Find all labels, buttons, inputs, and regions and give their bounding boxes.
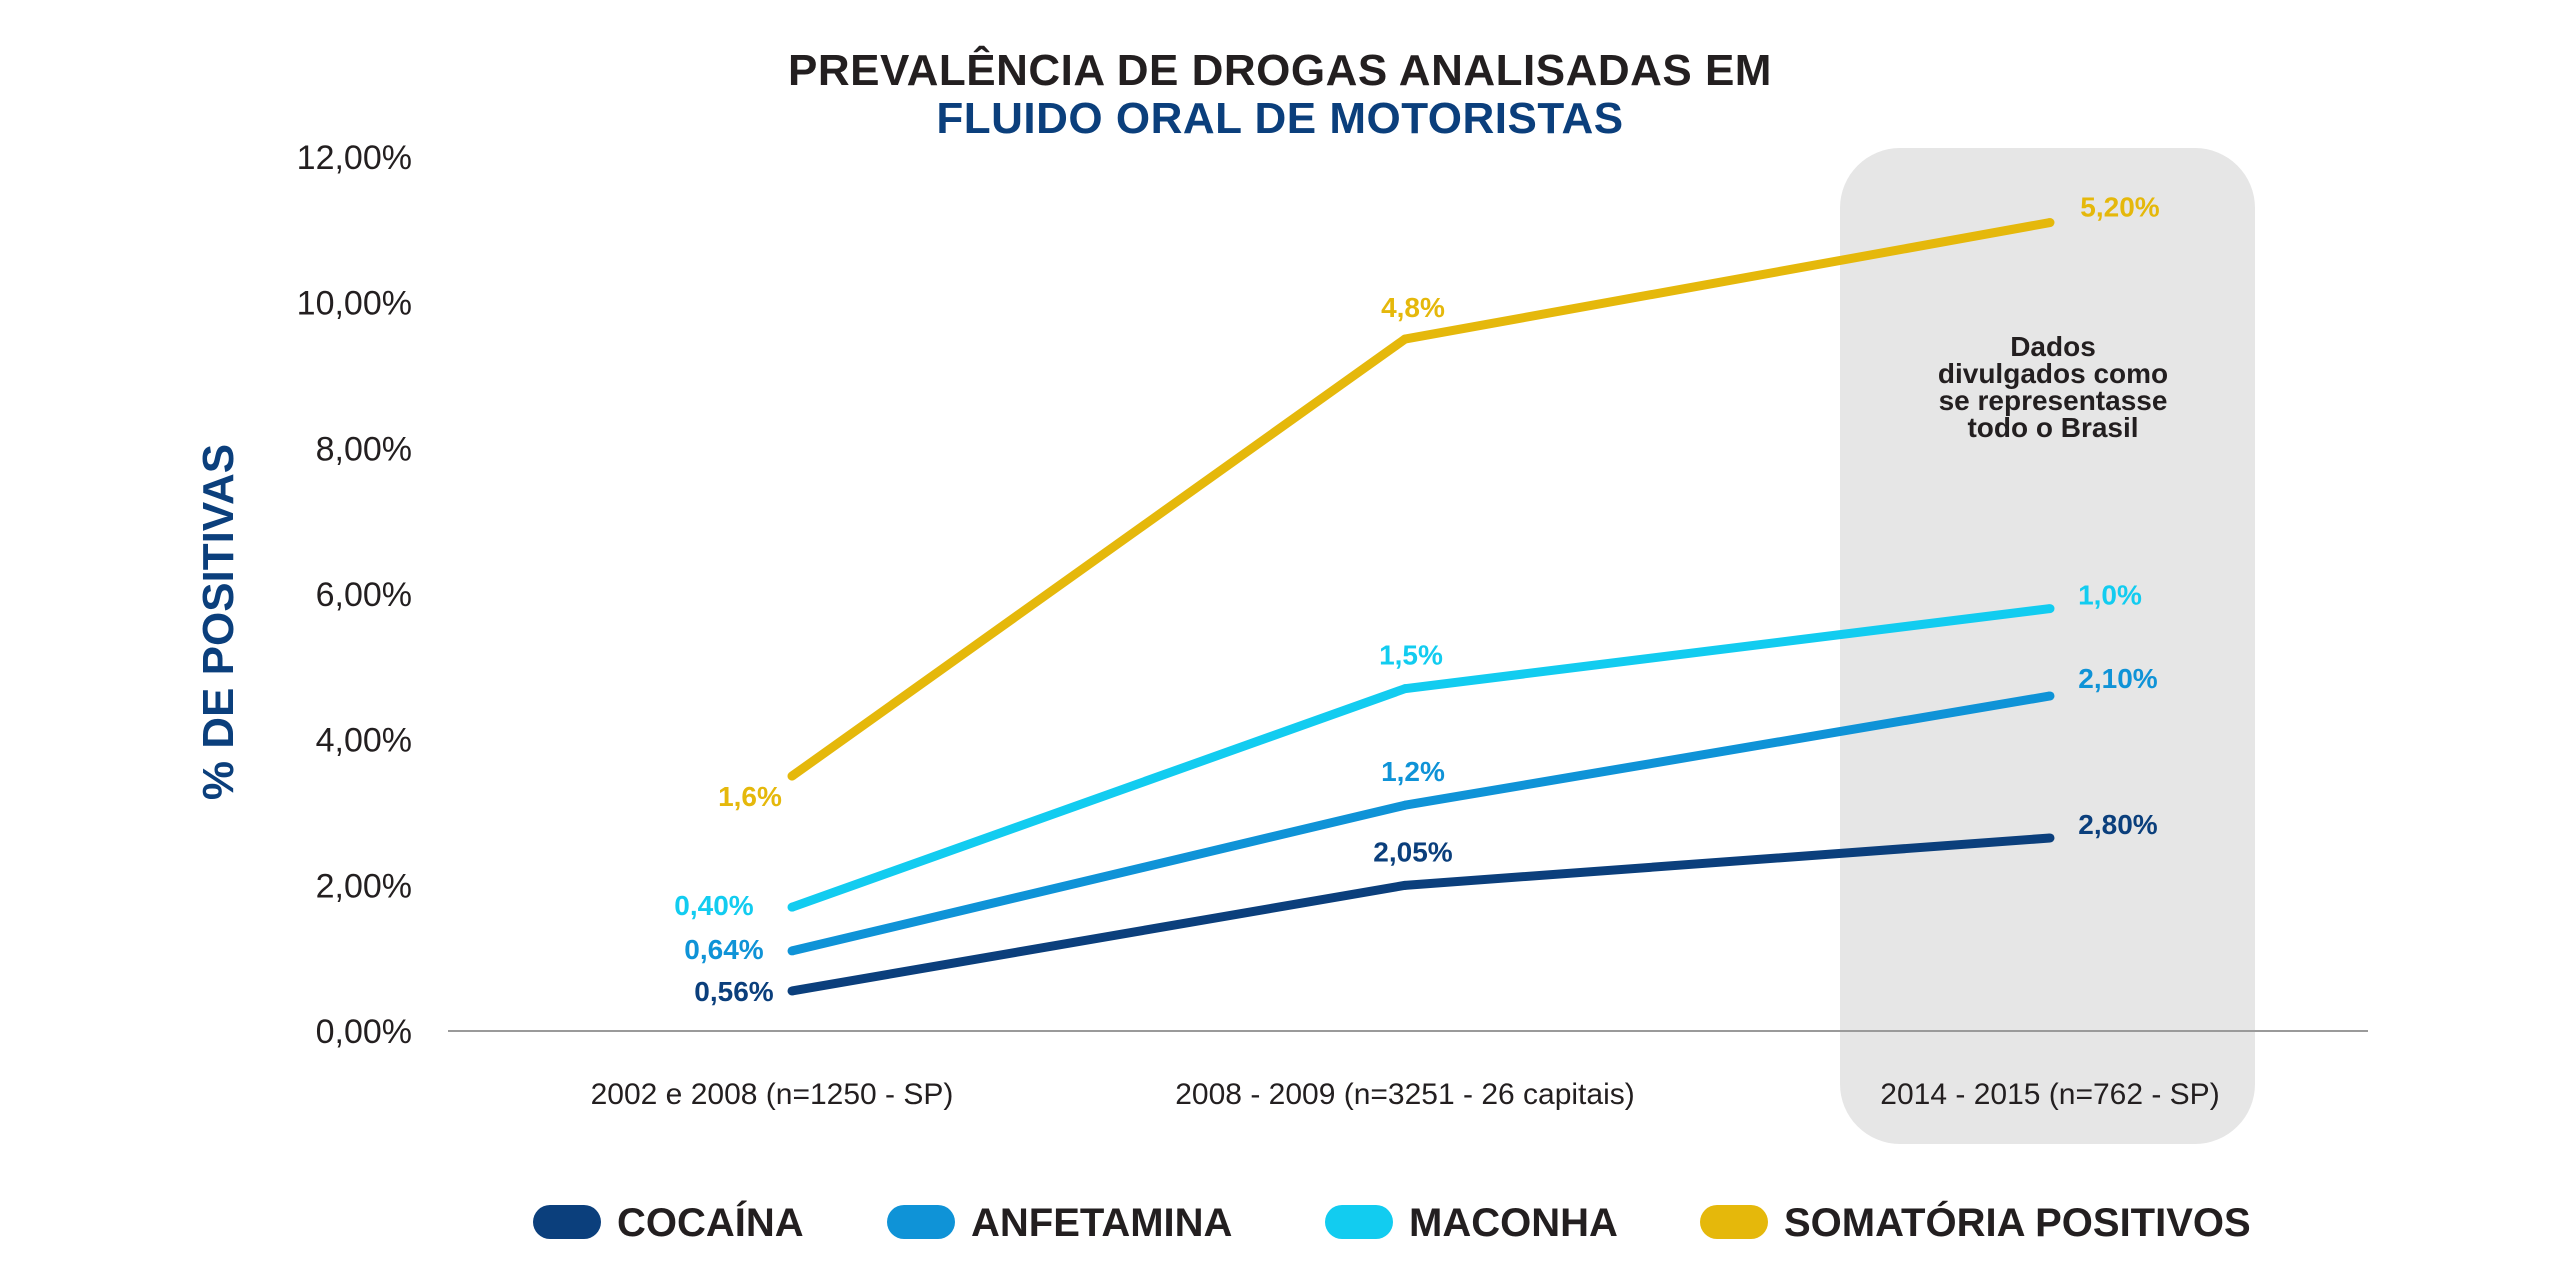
data-label: 2,80% (2078, 809, 2157, 840)
legend-swatch (1325, 1205, 1393, 1239)
highlight-note: Dados divulgados como se representasse todo… (1938, 331, 2168, 443)
data-point (787, 986, 797, 996)
data-point (2045, 833, 2055, 843)
x-category-label: 2008 - 2009 (n=3251 - 26 capitais) (1175, 1078, 1634, 1111)
y-tick-label: 12,00% (297, 139, 412, 177)
data-label: 0,40% (674, 890, 753, 921)
y-tick-label: 2,00% (316, 867, 412, 905)
y-tick-label: 10,00% (297, 285, 412, 323)
legend-label: SOMATÓRIA POSITIVOS (1784, 1199, 2251, 1245)
legend-label: MACONHA (1409, 1201, 1618, 1245)
y-tick-label: 4,00% (316, 722, 412, 760)
highlight-note-line: se representasse (1939, 385, 2168, 416)
legend-swatch (533, 1205, 601, 1239)
data-label: 1,2% (1381, 756, 1445, 787)
legend-swatch (1700, 1205, 1768, 1239)
data-label: 4,8% (1381, 292, 1445, 323)
data-label: 0,64% (684, 934, 763, 965)
data-point (787, 946, 797, 956)
data-point (2045, 218, 2055, 228)
chart-title-line-2: FLUIDO ORAL DE MOTORISTAS (936, 94, 1624, 143)
y-tick-label: 0,00% (316, 1013, 412, 1051)
highlight-note-line: todo o Brasil (1967, 412, 2138, 443)
data-label: 1,5% (1379, 640, 1443, 671)
data-point (2045, 691, 2055, 701)
highlight-note-line: Dados (2010, 331, 2096, 362)
y-axis-label: % DE POSITIVAS (194, 444, 243, 800)
y-tick-label: 8,00% (316, 430, 412, 468)
legend-swatch (887, 1205, 955, 1239)
data-point (1400, 334, 1410, 344)
data-point (787, 902, 797, 912)
highlight-note-line: divulgados como (1938, 358, 2168, 389)
chart-title-line-1: PREVALÊNCIA DE DROGAS ANALISADAS EM (788, 46, 1772, 95)
data-point (1400, 880, 1410, 890)
highlight-band (1840, 148, 2255, 1144)
data-label: 1,6% (718, 781, 782, 812)
data-label: 1,0% (2078, 580, 2142, 611)
x-category-label: 2014 - 2015 (n=762 - SP) (1880, 1078, 2219, 1111)
legend-label: ANFETAMINA (971, 1201, 1232, 1245)
legend-label: COCAÍNA (617, 1200, 804, 1245)
data-label: 2,05% (1373, 836, 1452, 867)
data-point (787, 771, 797, 781)
data-label: 5,20% (2080, 192, 2159, 223)
data-label: 0,56% (694, 976, 773, 1007)
data-point (1400, 800, 1410, 810)
data-point (2045, 604, 2055, 614)
x-category-label: 2002 e 2008 (n=1250 - SP) (591, 1078, 954, 1111)
data-point (1400, 684, 1410, 694)
y-tick-label: 6,00% (316, 576, 412, 614)
data-label: 2,10% (2078, 663, 2157, 694)
